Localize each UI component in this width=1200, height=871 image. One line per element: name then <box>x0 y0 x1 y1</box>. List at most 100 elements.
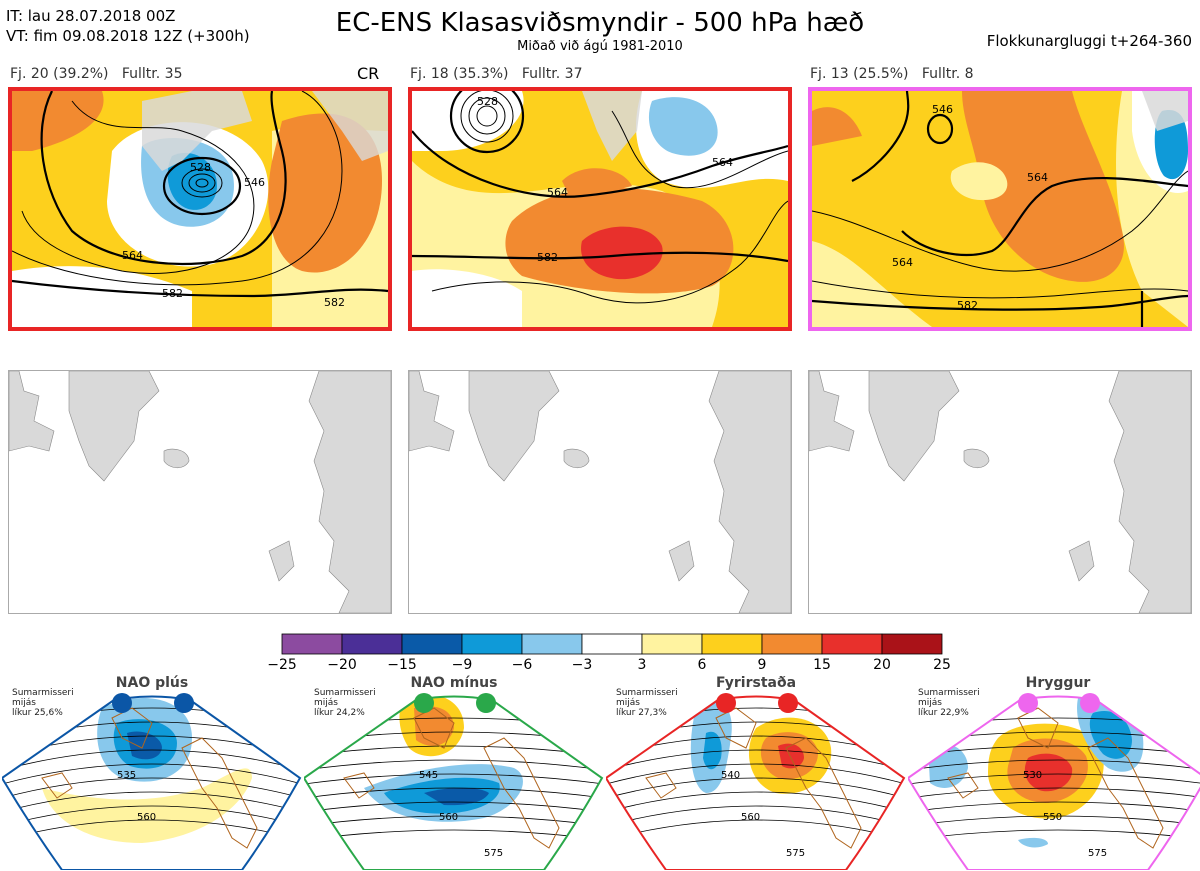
cluster-3-contour-label: 582 <box>957 299 978 312</box>
regime-panel: 535 560 NAO plús Sumarmisseri mijás líkur 25,… <box>2 675 302 870</box>
empty-map-3-land <box>809 371 1191 613</box>
regime-map: 535 560 <box>2 693 302 870</box>
height-contour <box>2 805 300 827</box>
colorbar-cell <box>821 633 883 655</box>
colorbar-cell <box>701 633 763 655</box>
colorbar-tick-label: −3 <box>571 657 593 673</box>
cluster-3-map-graphic: 546 564 564 582 <box>812 91 1188 327</box>
colorbar <box>281 633 943 655</box>
regime-note-line: líkur 25,6% <box>12 708 63 718</box>
regime-panel: 540 560 575 Fyrirstaða Sumarmisseri mijás líku… <box>606 675 906 870</box>
cluster-3-contour-label: 564 <box>892 256 913 269</box>
anomaly-area <box>1024 753 1073 792</box>
cluster-1-label: Fj. 20 (39.2%) Fulltr. 35 <box>10 66 183 82</box>
classification-window: Flokkunargluggi t+264-360 <box>986 32 1192 50</box>
cluster-2-map-graphic: 564 564 582 528 <box>412 91 788 327</box>
regime-note-line: Sumarmisseri <box>918 688 980 698</box>
colorbar-tick-label: −25 <box>267 657 297 673</box>
page-subtitle: Miðað við ágú 1981-2010 <box>517 39 683 54</box>
anomaly-area <box>703 731 722 770</box>
height-contour <box>304 787 602 799</box>
height-contour <box>908 787 1200 799</box>
height-contour <box>2 763 300 785</box>
colorbar-cell <box>401 633 463 655</box>
regime-marker-dot <box>112 693 132 713</box>
anomaly-area <box>424 787 489 806</box>
initial-time: IT: lau 28.07.2018 00Z <box>6 7 176 25</box>
regime-contour-label: 560 <box>439 812 458 823</box>
regime-fan-border <box>606 695 906 870</box>
cluster-3-contour-label: 546 <box>932 103 953 116</box>
regime-contour-label: 550 <box>1043 812 1062 823</box>
height-contour <box>304 801 602 813</box>
colorbar-tick-label: 25 <box>933 657 951 673</box>
regime-name: Fyrirstaða <box>715 675 797 691</box>
regime-contour-label: 575 <box>1088 848 1107 859</box>
cluster-1-contour-label: 582 <box>324 296 345 309</box>
regime-marker-dot <box>1018 693 1038 713</box>
regime-note-line: Sumarmisseri <box>12 688 74 698</box>
regime-fan-background <box>606 696 904 870</box>
cluster-2-contour-label: 564 <box>547 186 568 199</box>
height-contour <box>2 749 300 771</box>
colorbar-tick-label: 6 <box>697 657 707 673</box>
cluster-1-contour-label: 582 <box>162 287 183 300</box>
cluster-2-map: 564 564 582 528 <box>408 87 792 331</box>
regime-contour-label: 530 <box>1023 770 1042 781</box>
regime-fan-border <box>908 695 1200 870</box>
height-contour <box>908 801 1200 813</box>
empty-map-2 <box>408 370 792 614</box>
regime-probability-note: Sumarmisseri mijás líkur 24,2% <box>314 688 376 718</box>
regime-map: 530 550 575 <box>908 693 1200 870</box>
regime-note-line: líkur 24,2% <box>314 708 365 718</box>
cluster-2-contour-label: 582 <box>537 251 558 264</box>
height-contour <box>2 791 300 813</box>
height-contour <box>2 819 300 841</box>
height-contour <box>304 773 602 785</box>
cluster-1-contour-label: 564 <box>122 249 143 262</box>
height-contour <box>304 759 602 771</box>
colorbar-cell <box>521 633 583 655</box>
cluster-3-contour-label: 564 <box>1027 171 1048 184</box>
valid-time: VT: fim 09.08.2018 12Z (+300h) <box>6 27 250 45</box>
colorbar-cell <box>461 633 523 655</box>
cluster-1-map: 564 582 582 546 528 <box>8 87 392 331</box>
regime-note-line: mijás <box>12 698 36 708</box>
height-contour <box>606 805 904 827</box>
page-title: EC-ENS Klasasviðsmyndir - 500 hPa hæð <box>335 8 865 38</box>
empty-map-1-land <box>9 371 391 613</box>
regime-fan-border <box>304 695 604 870</box>
regime-contour-label: 535 <box>117 770 136 781</box>
cluster-1-contour-label: 528 <box>190 161 211 174</box>
regime-marker-dot <box>414 693 434 713</box>
regime-note-line: mijás <box>616 698 640 708</box>
regime-contour-label: 575 <box>484 848 503 859</box>
regime-note-line: Sumarmisseri <box>314 688 376 698</box>
colorbar-tick-label: 9 <box>757 657 767 673</box>
height-contour <box>304 829 602 841</box>
regime-note-line: líkur 22,9% <box>918 708 969 718</box>
regime-marker-dot <box>476 693 496 713</box>
height-contour <box>908 759 1200 771</box>
anomaly-area <box>127 731 162 760</box>
colorbar-cell <box>341 633 403 655</box>
cluster-1-tag: CR <box>357 64 380 83</box>
regime-contour-label: 560 <box>741 812 760 823</box>
run-info: IT: lau 28.07.2018 00Z VT: fim 09.08.201… <box>6 6 250 46</box>
regime-name: Hryggur <box>1025 675 1091 691</box>
colorbar-tick-label: −15 <box>387 657 417 673</box>
height-contour <box>304 815 602 827</box>
regime-probability-note: Sumarmisseri mijás líkur 22,9% <box>918 688 980 718</box>
height-contour <box>606 763 904 785</box>
colorbar-cell <box>581 633 643 655</box>
regime-contour-label: 545 <box>419 770 438 781</box>
cluster-2-contour-label: 564 <box>712 156 733 169</box>
cluster-3-label: Fj. 13 (25.5%) Fulltr. 8 <box>810 66 974 82</box>
cluster-3-map: 546 564 564 582 <box>808 87 1192 331</box>
regime-probability-note: Sumarmisseri mijás líkur 27,3% <box>616 688 678 718</box>
regime-note-line: mijás <box>314 698 338 708</box>
colorbar-cell <box>881 633 943 655</box>
colorbar-cell <box>761 633 823 655</box>
colorbar-tick-label: 3 <box>637 657 647 673</box>
regime-marker-dot <box>1080 693 1100 713</box>
